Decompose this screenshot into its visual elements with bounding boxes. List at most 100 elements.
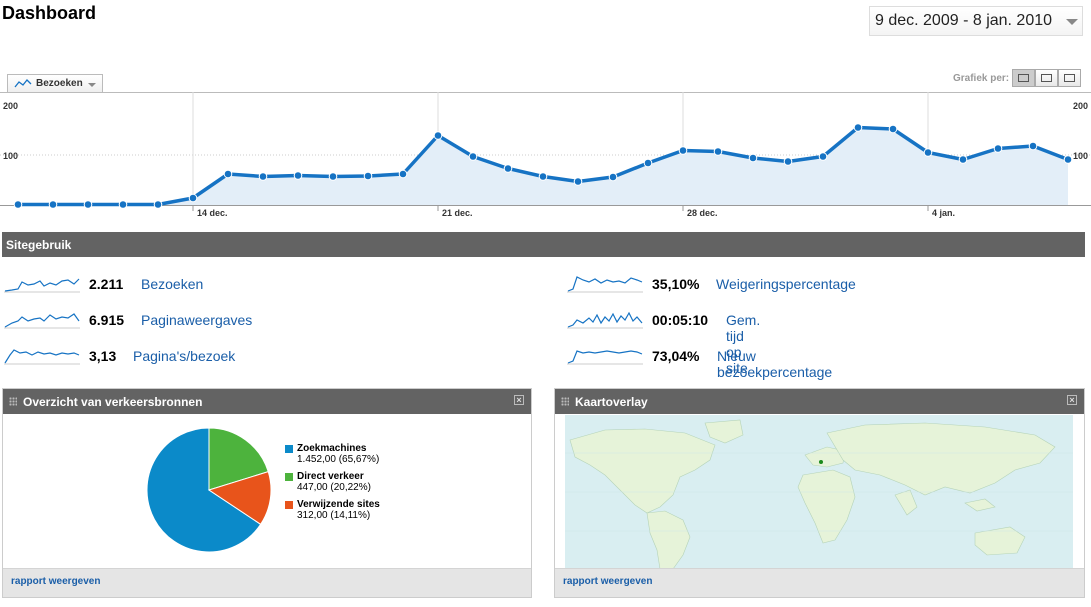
world-map[interactable] — [565, 415, 1073, 569]
stat-link-pages-per-visit[interactable]: Pagina's/bezoek — [133, 348, 236, 364]
panel-footer: rapport weergeven — [555, 568, 1084, 597]
legend-item: Direct verkeer 447,00 (20,22%) — [285, 471, 380, 493]
stat-link-pageviews[interactable]: Paginaweergaves — [141, 312, 253, 328]
data-point — [1028, 141, 1038, 151]
graph-by-week-button[interactable] — [1035, 69, 1058, 87]
site-usage-header: Sitegebruik — [2, 232, 1085, 257]
data-point — [958, 155, 968, 164]
x-tick-label: 4 jan. — [932, 208, 955, 218]
data-point — [643, 158, 653, 168]
legend-swatch — [285, 501, 293, 509]
x-tick-label: 28 dec. — [687, 208, 718, 218]
stat-link-new-visits[interactable]: Nieuw bezoekpercentage — [717, 348, 833, 380]
map-overlay-panel: Kaartoverlay × rapport weergeven — [554, 388, 1085, 598]
data-point — [818, 152, 828, 161]
panel-title: Kaartoverlay — [575, 395, 648, 409]
legend-value: 1.452,00 (65,67%) — [297, 454, 380, 465]
graph-by-label: Grafiek per: — [953, 73, 1010, 84]
y-tick-label-right: 200 — [1073, 101, 1088, 111]
drag-handle-icon[interactable] — [561, 397, 569, 406]
panel-footer: rapport weergeven — [3, 568, 531, 597]
y-tick-label-left: 100 — [3, 151, 18, 161]
data-point — [993, 144, 1003, 153]
stat-value: 35,10% — [652, 276, 700, 292]
y-tick-label-right: 100 — [1073, 151, 1088, 161]
metric-selector-button[interactable]: Bezoeken — [7, 74, 103, 93]
chevron-down-icon — [88, 83, 96, 87]
site-usage-title: Sitegebruik — [6, 238, 72, 252]
traffic-pie-chart — [146, 427, 272, 553]
legend-name: Zoekmachines — [297, 443, 367, 454]
chevron-down-icon[interactable] — [1060, 7, 1082, 35]
data-point — [118, 200, 128, 209]
report-link[interactable]: rapport weergeven — [563, 576, 653, 587]
data-point — [503, 164, 513, 173]
legend-name: Verwijzende sites — [297, 499, 380, 510]
date-range-picker[interactable]: 9 dec. 2009 - 8 jan. 2010 — [869, 6, 1083, 36]
data-point — [1063, 155, 1073, 164]
graph-granularity-toggle — [1012, 69, 1081, 87]
data-point — [293, 171, 303, 180]
stat-link-avg-time[interactable]: Gem. tijd op site — [726, 312, 761, 376]
stat-value: 73,04% — [652, 348, 700, 364]
data-point — [223, 169, 233, 179]
visits-chart: 200 200 100 100 14 dec. 21 dec. 28 dec. 4 jan. — [0, 92, 1091, 218]
stat-value: 00:05:10 — [652, 312, 709, 328]
stat-value: 2.211 — [89, 276, 124, 292]
y-tick-label-left: 200 — [3, 101, 18, 111]
pie-slice — [146, 427, 262, 553]
x-tick-label: 14 dec. — [197, 208, 228, 218]
legend-name: Direct verkeer — [297, 471, 364, 482]
area-fill — [18, 127, 1068, 205]
stat-value: 6.915 — [89, 312, 125, 328]
stat-link-visits[interactable]: Bezoeken — [141, 276, 204, 292]
data-point — [538, 172, 548, 181]
data-point — [783, 157, 793, 166]
pie-legend: Zoekmachines 1.452,00 (65,67%) Direct ve… — [285, 443, 380, 527]
close-icon[interactable]: × — [514, 395, 524, 405]
sparkline-icon — [567, 311, 643, 329]
data-point — [13, 200, 23, 209]
data-point — [573, 177, 583, 186]
pie-slice — [207, 471, 272, 525]
panel-header[interactable]: Overzicht van verkeersbronnen × — [3, 389, 531, 414]
data-point — [398, 169, 408, 179]
data-point — [188, 193, 198, 203]
stat-value: 3,13 — [89, 348, 117, 364]
close-icon[interactable]: × — [1067, 395, 1077, 405]
data-point — [83, 200, 93, 209]
data-point — [48, 200, 58, 209]
map-marker — [819, 460, 823, 464]
sparkline-icon — [4, 278, 80, 293]
sparkline-icon — [4, 313, 80, 329]
x-tick-label: 21 dec. — [442, 208, 473, 218]
traffic-sources-panel: Overzicht van verkeersbronnen × Zoekmach… — [2, 388, 532, 598]
stat-link-bounce-rate[interactable]: Weigeringspercentage — [716, 276, 856, 292]
sparkline-icon — [567, 350, 643, 365]
world-map-graphic — [565, 419, 1073, 569]
report-link[interactable]: rapport weergeven — [11, 576, 101, 587]
panel-header[interactable]: Kaartoverlay × — [555, 389, 1084, 414]
legend-swatch — [285, 445, 293, 453]
data-point — [853, 123, 863, 132]
page-title: Dashboard — [2, 3, 97, 23]
data-point — [328, 172, 338, 181]
sparkline-icon — [567, 276, 643, 293]
data-point — [258, 172, 268, 181]
data-point — [433, 131, 443, 140]
drag-handle-icon[interactable] — [9, 397, 17, 406]
date-range-text: 9 dec. 2009 - 8 jan. 2010 — [875, 12, 1053, 29]
graph-by-month-button[interactable] — [1058, 69, 1081, 87]
graph-by-day-button[interactable] — [1012, 69, 1035, 87]
legend-value: 312,00 (14,11%) — [297, 510, 371, 521]
panel-title: Overzicht van verkeersbronnen — [23, 395, 203, 409]
data-point — [153, 200, 163, 209]
data-point — [468, 152, 478, 161]
data-point — [888, 124, 898, 134]
data-point — [678, 146, 688, 155]
data-point — [713, 147, 723, 156]
data-point — [748, 153, 758, 163]
data-point — [608, 172, 618, 182]
legend-item: Verwijzende sites 312,00 (14,11%) — [285, 499, 380, 521]
legend-value: 447,00 (20,22%) — [297, 482, 371, 493]
